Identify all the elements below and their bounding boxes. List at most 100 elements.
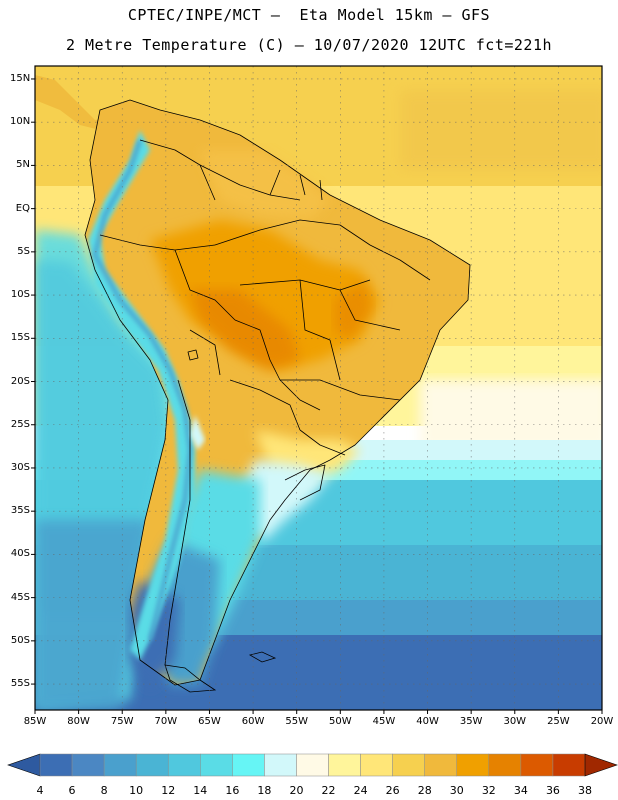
colorbar-label: 20 bbox=[289, 784, 304, 797]
colorbar-label: 32 bbox=[481, 784, 496, 797]
lon-label: 55W bbox=[285, 716, 308, 727]
colorbar-segment bbox=[167, 753, 201, 777]
colorbar-label: 6 bbox=[68, 784, 76, 797]
border-bolivia-brazil bbox=[234, 319, 281, 381]
lat-label: 5S bbox=[17, 245, 30, 257]
lon-label: 25W bbox=[547, 716, 570, 727]
lon-label: 75W bbox=[110, 716, 134, 727]
colorbar-segment bbox=[296, 753, 329, 777]
coastline bbox=[84, 99, 471, 686]
colorbar-segment bbox=[71, 753, 105, 777]
border-colombia-venezuela bbox=[139, 139, 216, 201]
border-uruguay bbox=[284, 464, 326, 501]
colorbar-label: 10 bbox=[129, 784, 144, 797]
colorbar-segment bbox=[456, 753, 490, 777]
lon-label: 40W bbox=[416, 716, 439, 727]
colorbar-segment bbox=[392, 753, 425, 777]
lon-label: 85W bbox=[23, 716, 47, 727]
colorbar-label: 34 bbox=[513, 784, 528, 797]
colorbar-segment bbox=[552, 753, 586, 777]
lat-label: 15N bbox=[10, 72, 31, 84]
colorbar-label: 12 bbox=[161, 784, 176, 797]
border-argentina-paraguay bbox=[229, 379, 301, 431]
colorbar-label: 4 bbox=[36, 784, 44, 797]
lat-label: 35S bbox=[10, 505, 30, 517]
lake-titicaca bbox=[187, 349, 199, 361]
lon-label: 30W bbox=[503, 716, 527, 727]
patagonia-cold-6 bbox=[130, 580, 180, 690]
lon-label: 70W bbox=[154, 716, 178, 727]
colorbar-label: 16 bbox=[225, 784, 240, 797]
lat-label: 50S bbox=[10, 634, 30, 646]
colorbar-segment bbox=[39, 753, 73, 777]
ocean-band-20 bbox=[420, 380, 602, 450]
colorbar-segment bbox=[103, 753, 137, 777]
colorbar-label: 18 bbox=[257, 784, 272, 797]
pacific-south-cold bbox=[35, 520, 150, 710]
colorbar-over-triangle bbox=[584, 753, 618, 777]
lon-label: 60W bbox=[241, 716, 265, 727]
colorbar-segment bbox=[328, 753, 361, 777]
north-coast-warm bbox=[200, 150, 330, 220]
lon-label: 45W bbox=[372, 716, 396, 727]
colorbar-label: 14 bbox=[193, 784, 208, 797]
lat-label: 10N bbox=[10, 116, 31, 128]
border-brazil-paraguay bbox=[279, 379, 321, 411]
hot-spot-34 bbox=[190, 290, 300, 370]
colorbar-label: 30 bbox=[449, 784, 464, 797]
chart-title-line1: CPTEC/INPE/MCT – Eta Model 15km – GFS bbox=[127, 6, 491, 24]
tierra-del-fuego bbox=[164, 664, 217, 693]
border-venezuela-brazil bbox=[199, 164, 301, 201]
lat-label: 25S bbox=[10, 418, 30, 430]
colorbar-segment bbox=[488, 753, 522, 777]
hot-spot-east bbox=[335, 280, 372, 340]
border-colombia-peru bbox=[99, 234, 216, 251]
colorbar-segment bbox=[200, 753, 233, 777]
lat-label: 5N bbox=[16, 159, 30, 171]
tick-marks bbox=[31, 78, 603, 714]
andes-high-snow bbox=[190, 415, 205, 450]
country-borders bbox=[84, 99, 471, 686]
lon-label: 35W bbox=[459, 716, 483, 727]
central-america bbox=[35, 75, 110, 130]
andes-cold-spine bbox=[88, 130, 195, 660]
lon-label: 65W bbox=[198, 716, 221, 727]
colorbar-under-triangle bbox=[7, 753, 41, 777]
amazon-hot-core bbox=[150, 220, 380, 370]
colorbar-segment bbox=[264, 753, 297, 777]
colorbar-segment bbox=[360, 753, 393, 777]
colorbar-segment bbox=[424, 753, 458, 777]
border-chile-argentina bbox=[164, 379, 191, 666]
lat-label: 20S bbox=[10, 375, 30, 387]
border-peru-bolivia bbox=[189, 329, 221, 376]
lon-label: 20W bbox=[590, 716, 614, 727]
lat-label: 30S bbox=[10, 461, 30, 473]
lat-label: 45S bbox=[10, 591, 30, 603]
colorbar-label: 8 bbox=[100, 784, 108, 797]
border-guianas bbox=[269, 169, 323, 201]
colorbar-segment bbox=[135, 753, 169, 777]
colorbar-segment bbox=[232, 753, 265, 777]
colorbar-segment bbox=[520, 753, 554, 777]
lat-label: 15S bbox=[10, 332, 30, 344]
colorbar-label: 38 bbox=[578, 784, 592, 797]
colorbar-label: 36 bbox=[545, 784, 560, 797]
map-frame bbox=[34, 65, 603, 711]
andes-cold-core bbox=[92, 139, 193, 641]
lon-label: 50W bbox=[328, 716, 352, 727]
border-argentina-brazil bbox=[299, 429, 346, 456]
falkland-islands bbox=[248, 651, 277, 663]
colorbar-label: 24 bbox=[353, 784, 368, 797]
lat-label: 10S bbox=[10, 289, 30, 301]
colorbar-label: 28 bbox=[417, 784, 432, 797]
chart-title-line2: 2 Metre Temperature (C) – 10/07/2020 12U… bbox=[65, 36, 553, 54]
lat-label: 40S bbox=[10, 548, 30, 560]
brazil-states bbox=[214, 219, 431, 401]
lat-label: EQ bbox=[15, 202, 30, 214]
colorbar-label: 22 bbox=[321, 784, 336, 797]
colorbar-label: 26 bbox=[385, 784, 400, 797]
ocean-band-24b bbox=[400, 90, 602, 170]
lon-label: 80W bbox=[67, 716, 90, 727]
